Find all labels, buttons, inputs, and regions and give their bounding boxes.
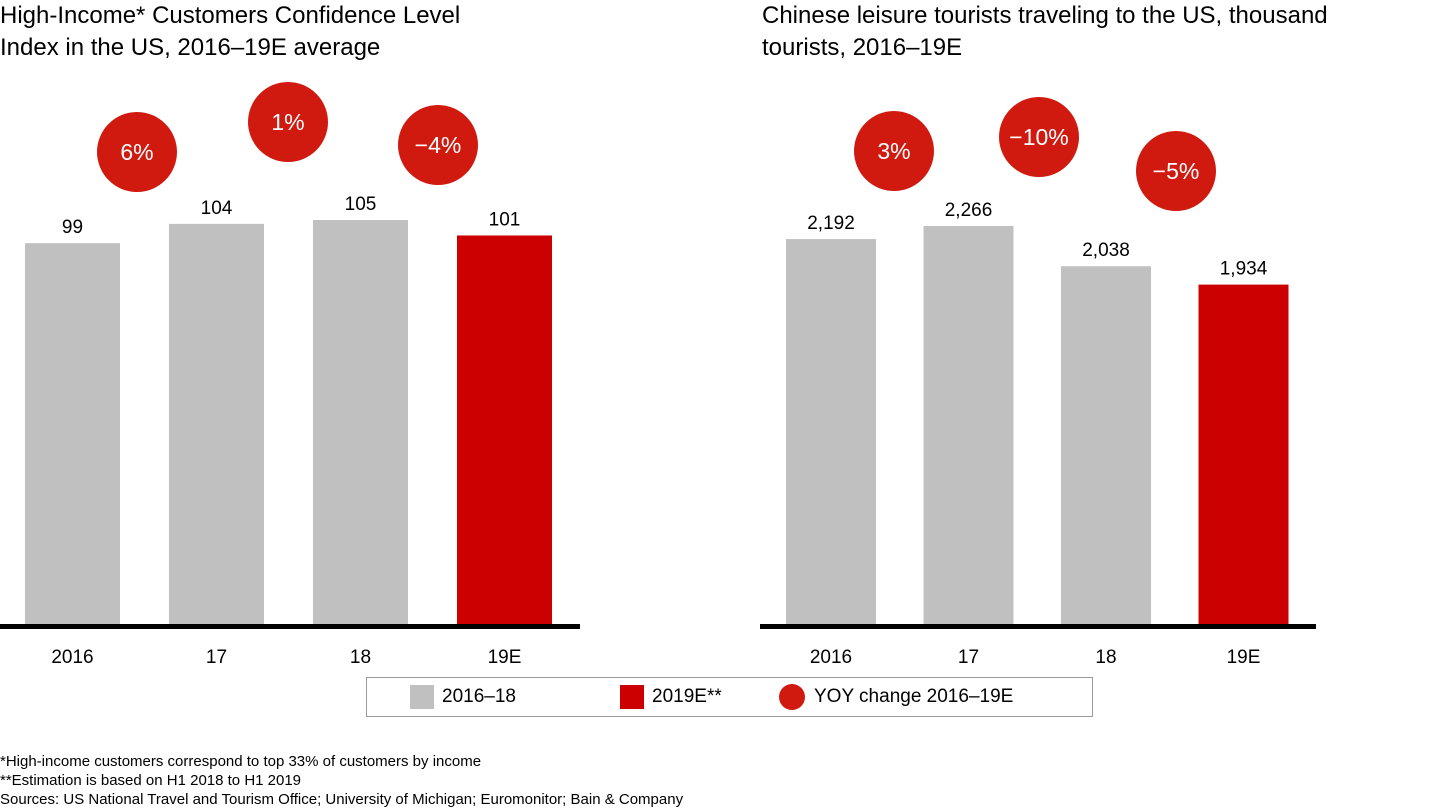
footnotes: *High-income customers correspond to top…: [0, 752, 683, 809]
category-label-0-2: 18: [350, 647, 371, 668]
legend-swatch-red: [620, 685, 644, 709]
yoy-label-1-1: −10%: [1009, 124, 1068, 150]
legend-label: YOY change 2016–19E: [814, 686, 1014, 707]
category-label-0-3: 19E: [488, 647, 522, 668]
bar-0-3: [457, 235, 552, 626]
bar-1-1: [923, 226, 1014, 626]
footnote-sources: Sources: US National Travel and Tourism …: [0, 791, 684, 808]
yoy-label-0-0: 6%: [120, 139, 153, 165]
bar-0-2: [313, 220, 408, 626]
bar-1-2: [1061, 266, 1151, 626]
category-label-0-1: 17: [206, 647, 227, 668]
x-axis-0: [0, 624, 580, 629]
chart-title-confidence-index: High-Income* Customers Confidence Level …: [0, 2, 461, 61]
yoy-circle-1-2: [1136, 131, 1216, 211]
value-label-1-0: 2,192: [807, 213, 855, 234]
yoy-circle-0-0: [97, 112, 177, 192]
category-label-1-1: 17: [958, 647, 979, 668]
yoy-label-1-0: 3%: [877, 138, 910, 164]
value-label-1-1: 2,266: [945, 200, 993, 221]
legend-item-2019e: 2019E**: [620, 678, 722, 716]
bar-0-1: [169, 223, 264, 626]
legend: 2016–18 2019E** YOY change 2016–19E: [366, 677, 1093, 717]
value-label-0-3: 101: [489, 209, 521, 230]
bar-0-0: [25, 243, 120, 626]
value-label-0-2: 105: [345, 194, 377, 215]
footnote-estimation: **Estimation is based on H1 2018 to H1 2…: [0, 772, 302, 789]
yoy-label-0-2: −4%: [415, 132, 462, 158]
legend-label: 2016–18: [442, 686, 516, 707]
yoy-label-0-1: 1%: [271, 109, 304, 135]
bar-1-0: [786, 239, 876, 626]
x-axis-1: [760, 624, 1316, 629]
category-label-1-0: 2016: [810, 647, 852, 668]
category-label-1-3: 19E: [1227, 647, 1261, 668]
legend-swatch-gray: [410, 685, 434, 709]
yoy-circle-0-2: [398, 105, 478, 185]
legend-label: 2019E**: [652, 686, 722, 707]
chart-title-chinese-tourists: Chinese leisure tourists traveling to th…: [762, 2, 1328, 61]
value-label-0-0: 99: [62, 217, 83, 238]
bar-1-3: [1198, 284, 1289, 626]
value-label-1-3: 1,934: [1220, 259, 1268, 280]
category-label-1-2: 18: [1095, 647, 1116, 668]
yoy-circle-0-1: [248, 82, 328, 162]
legend-item-yoy-change: YOY change 2016–19E: [779, 678, 1013, 716]
yoy-circle-1-0: [854, 111, 934, 191]
legend-item-2016-18: 2016–18: [410, 678, 516, 716]
value-label-0-1: 104: [201, 198, 233, 219]
footnote-high-income: *High-income customers correspond to top…: [0, 753, 482, 770]
legend-circle-icon: [779, 684, 805, 710]
value-label-1-2: 2,038: [1082, 240, 1130, 261]
yoy-circle-1-1: [999, 97, 1079, 177]
category-label-0-0: 2016: [51, 647, 93, 668]
yoy-label-1-2: −5%: [1153, 158, 1200, 184]
